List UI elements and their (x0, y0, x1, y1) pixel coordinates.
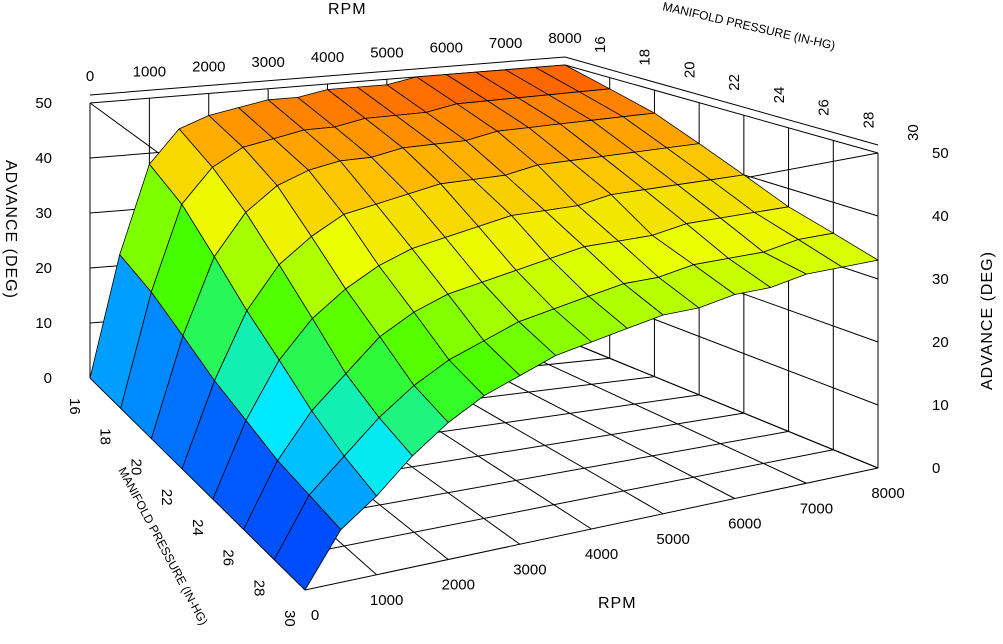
z-tick-label-left: 20 (35, 260, 52, 277)
x-tick-label-top: 7000 (489, 35, 522, 52)
z-tick-label-right: 50 (932, 145, 949, 162)
z-tick-label-left: 0 (44, 370, 52, 387)
x-tick-label-top: 2000 (192, 59, 225, 76)
x-tick-label-bottom: 1000 (370, 592, 403, 609)
floor-gridline (274, 449, 834, 561)
y-tick-label-top: 30 (905, 124, 922, 141)
y-tick-label-top: 22 (726, 74, 743, 91)
z-tick-label-left: 10 (35, 315, 52, 332)
surface (89, 64, 879, 591)
y-tick-label-bottom: 16 (66, 398, 83, 415)
y-tick-label-top: 28 (860, 112, 877, 129)
y-tick-label-top: 18 (637, 49, 654, 66)
y-tick-label-bottom: 24 (189, 519, 206, 536)
x-tick-label-top: 1000 (133, 63, 166, 80)
floor-gridline (505, 344, 807, 484)
x-tick-label-bottom: 2000 (442, 577, 475, 594)
x-tick-label-bottom: 4000 (585, 546, 618, 563)
z-tick-label-left: 40 (35, 150, 52, 167)
y-tick-label-top: 24 (771, 87, 788, 104)
x-tick-label-top: 3000 (251, 54, 284, 71)
y-tick-label-bottom: 28 (250, 580, 267, 597)
z-tick-label-right: 0 (932, 460, 940, 477)
side-wall-gridline (564, 339, 879, 469)
z-axis-title-right: ADVANCE (DEG) (979, 251, 996, 390)
y-tick-label-bottom: 30 (281, 610, 298, 627)
y-tick-label-bottom: 20 (127, 459, 144, 476)
tick-labels: 0 1000 2000 3000 4000 5000 6000 7000 80000100020… (35, 30, 948, 627)
y-tick-label-top: 20 (681, 61, 698, 78)
x-tick-label-bottom: 8000 (871, 485, 904, 502)
z-tick-label-left: 50 (35, 95, 52, 112)
x-tick-label-bottom: 0 (311, 607, 319, 624)
x-tick-label-bottom: 3000 (513, 561, 546, 578)
x-tick-label-top: 8000 (548, 30, 581, 47)
box-edge (89, 56, 566, 96)
surface-cell (273, 494, 342, 591)
y-tick-label-top: 16 (592, 36, 609, 53)
x-axis-title-top: RPM (328, 1, 367, 18)
x-tick-label-top: 4000 (311, 49, 344, 66)
y-tick-label-top: 26 (816, 99, 833, 116)
x-tick-label-bottom: 6000 (728, 516, 761, 533)
box-edge (564, 56, 879, 146)
x-axis-title-bottom: RPM (598, 595, 637, 612)
y-tick-label-bottom: 22 (158, 489, 175, 506)
y-axis-title-top: MANIFOLD PRESSURE (IN-HG) (661, 0, 836, 53)
z-tick-label-left: 30 (35, 205, 52, 222)
y-tick-label-bottom: 26 (220, 549, 237, 566)
z-tick-label-right: 20 (932, 334, 949, 351)
z-axis-title-left: ADVANCE (DEG) (2, 160, 19, 299)
z-tick-label-right: 40 (932, 208, 949, 225)
floor-gridline (304, 467, 879, 591)
z-tick-label-right: 30 (932, 271, 949, 288)
z-tick-label-right: 10 (932, 397, 949, 414)
y-tick-label-bottom: 18 (97, 428, 114, 445)
x-tick-label-bottom: 7000 (800, 500, 833, 517)
side-wall-gridline (564, 64, 879, 154)
x-tick-label-bottom: 5000 (656, 531, 689, 548)
x-tick-label-top: 0 (86, 68, 94, 85)
x-tick-label-top: 5000 (370, 44, 403, 61)
x-tick-label-top: 6000 (430, 40, 463, 57)
